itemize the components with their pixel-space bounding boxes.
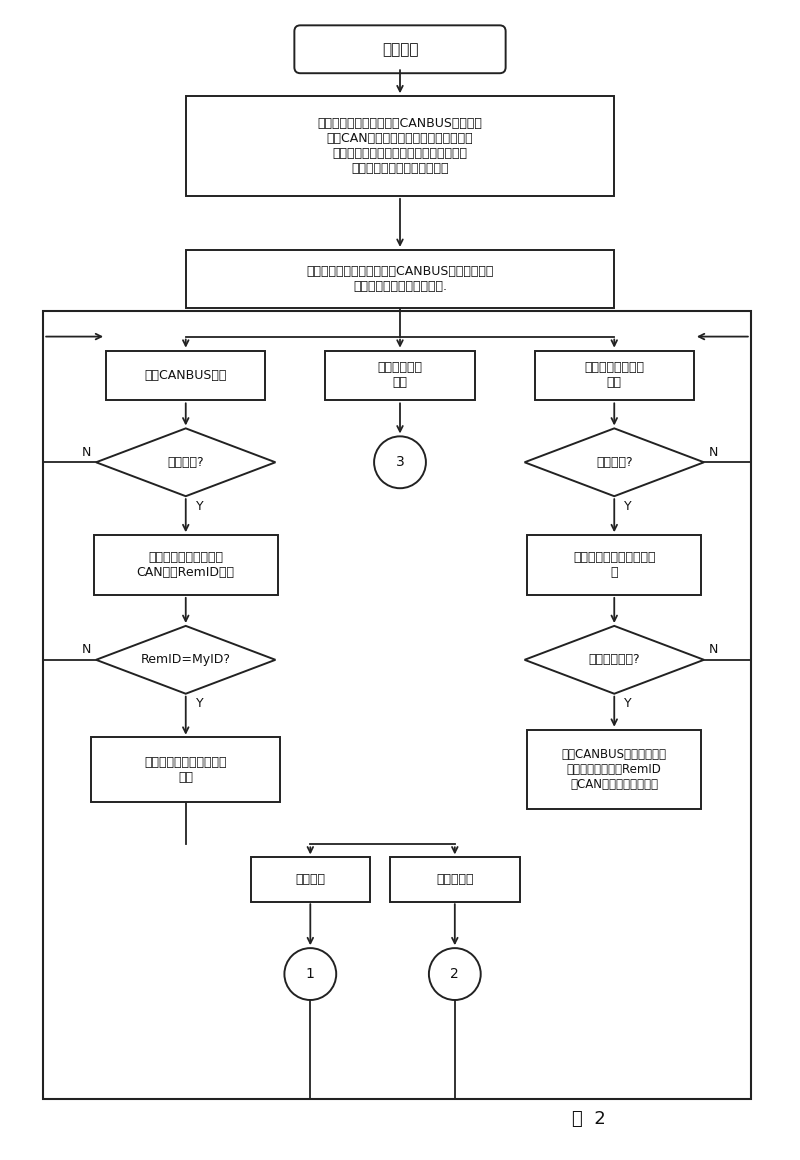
- Text: 封装CANBUS通信协议数包
报文，发送到对应RemID
的CAN局域网络显示设备: 封装CANBUS通信协议数包 报文，发送到对应RemID 的CAN局域网络显示设…: [562, 748, 666, 791]
- Bar: [250, 857, 370, 901]
- Text: 2: 2: [450, 967, 459, 981]
- Text: 系统启动: 系统启动: [382, 42, 418, 57]
- Text: 解析数据包，提取目标
CAN设备RemID编号: 解析数据包，提取目标 CAN设备RemID编号: [137, 551, 234, 579]
- Bar: [390, 857, 519, 901]
- Circle shape: [429, 948, 481, 1000]
- Text: 3: 3: [396, 455, 404, 470]
- Text: 是显示类消息?: 是显示类消息?: [589, 653, 640, 666]
- Polygon shape: [96, 626, 275, 694]
- Text: 视频文件: 视频文件: [295, 872, 326, 886]
- Bar: [186, 96, 614, 196]
- Text: RemID=MyID?: RemID=MyID?: [141, 653, 230, 666]
- Text: N: N: [710, 445, 718, 459]
- Bar: [326, 350, 474, 400]
- Circle shape: [285, 948, 336, 1000]
- Bar: [94, 535, 278, 595]
- Bar: [534, 350, 694, 400]
- Text: 传感器数据: 传感器数据: [436, 872, 474, 886]
- Text: 解析数据包，提取消息类
型: 解析数据包，提取消息类 型: [573, 551, 655, 579]
- Polygon shape: [525, 626, 704, 694]
- Text: 1: 1: [306, 967, 314, 981]
- Text: Y: Y: [196, 500, 203, 513]
- Text: 解析数据报文，判别报文
类型: 解析数据报文，判别报文 类型: [145, 755, 227, 783]
- Polygon shape: [96, 428, 275, 496]
- Text: Y: Y: [624, 697, 632, 710]
- Bar: [527, 535, 702, 595]
- Bar: [527, 730, 702, 810]
- Text: 系统初始化，初始化状态CANBUS口，加载
状态CAN设备驱动程序；打开参数设定文
件，获取行车线路编号、车辆编号、司机
工号、车辆局域网络设备编号: 系统初始化，初始化状态CANBUS口，加载 状态CAN设备驱动程序；打开参数设定…: [318, 117, 482, 175]
- Bar: [106, 350, 266, 400]
- Text: Y: Y: [624, 500, 632, 513]
- Text: 有数据包?: 有数据包?: [596, 456, 633, 469]
- Text: 监听无线网络通信
端口: 监听无线网络通信 端口: [584, 362, 644, 390]
- Bar: [91, 737, 281, 802]
- Circle shape: [374, 436, 426, 488]
- Polygon shape: [525, 428, 704, 496]
- Text: N: N: [710, 644, 718, 657]
- Bar: [186, 249, 614, 307]
- Bar: [43, 311, 750, 1099]
- Text: N: N: [82, 445, 90, 459]
- Text: Y: Y: [196, 697, 203, 710]
- Text: 应用系统服务主进程启动，CANBUS信息采集、发
布与控制子线程子线程启动.: 应用系统服务主进程启动，CANBUS信息采集、发 布与控制子线程子线程启动.: [306, 264, 494, 292]
- Text: 有数据包?: 有数据包?: [167, 456, 204, 469]
- FancyBboxPatch shape: [294, 26, 506, 73]
- Text: 图  2: 图 2: [573, 1110, 606, 1128]
- Text: 监听CANBUS端口: 监听CANBUS端口: [145, 369, 227, 382]
- Text: N: N: [82, 644, 90, 657]
- Text: 站点消息发布
模式: 站点消息发布 模式: [378, 362, 422, 390]
